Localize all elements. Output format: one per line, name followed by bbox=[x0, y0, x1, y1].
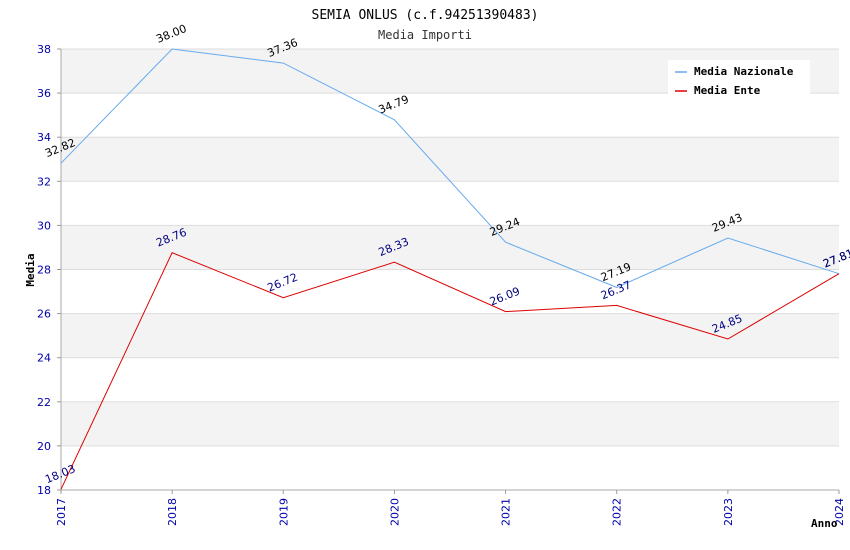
x-tick-label: 2017 bbox=[55, 498, 68, 526]
y-tick-label: 32 bbox=[37, 175, 51, 188]
grid-band bbox=[61, 137, 839, 182]
grid-band bbox=[61, 401, 839, 446]
x-tick-label: 2021 bbox=[500, 498, 513, 526]
legend-box bbox=[668, 60, 810, 98]
x-axis-label: Anno bbox=[811, 517, 838, 530]
x-tick-label: 2018 bbox=[166, 498, 179, 526]
grid-band bbox=[61, 269, 839, 314]
y-tick-label: 36 bbox=[37, 87, 51, 100]
y-tick-label: 28 bbox=[37, 264, 51, 277]
y-tick-label: 22 bbox=[37, 396, 51, 409]
chart-subtitle: Media Importi bbox=[378, 28, 472, 42]
legend-label-ente: Media Ente bbox=[694, 84, 761, 97]
grid-band bbox=[61, 445, 839, 490]
y-tick-label: 30 bbox=[37, 219, 51, 232]
y-tick-label: 26 bbox=[37, 308, 51, 321]
series-group bbox=[60, 48, 840, 490]
x-tick-label: 2019 bbox=[277, 498, 290, 526]
chart-title: SEMIA ONLUS (c.f.94251390483) bbox=[312, 8, 539, 23]
y-tick-label: 38 bbox=[37, 43, 51, 56]
y-axis-ticks: 18 20 22 24 26 28 30 32 34 36 38 bbox=[37, 43, 61, 497]
series-line-media-ente bbox=[60, 252, 840, 490]
x-tick-label: 2024 bbox=[833, 498, 846, 526]
grid-band bbox=[61, 313, 839, 358]
data-label: 38.00 bbox=[154, 22, 188, 46]
y-tick-label: 20 bbox=[37, 440, 51, 453]
x-tick-label: 2023 bbox=[722, 498, 735, 526]
grid-band bbox=[61, 93, 839, 138]
legend: Media Nazionale Media Ente bbox=[668, 60, 810, 98]
grid-band bbox=[61, 181, 839, 226]
y-tick-label: 34 bbox=[37, 131, 51, 144]
y-tick-label: 18 bbox=[37, 484, 51, 497]
grid-band bbox=[61, 357, 839, 402]
x-tick-label: 2020 bbox=[388, 498, 401, 526]
x-axis-ticks: 2017 2018 2019 2020 2021 2022 2023 2024 bbox=[55, 490, 846, 526]
grid-bands bbox=[61, 49, 839, 490]
y-tick-label: 24 bbox=[37, 352, 51, 365]
series-line-media-nazionale bbox=[60, 48, 840, 288]
y-axis-label: Media bbox=[24, 253, 37, 286]
grid-band bbox=[61, 225, 839, 270]
legend-label-nazionale: Media Nazionale bbox=[694, 65, 794, 78]
x-tick-label: 2022 bbox=[611, 498, 624, 526]
